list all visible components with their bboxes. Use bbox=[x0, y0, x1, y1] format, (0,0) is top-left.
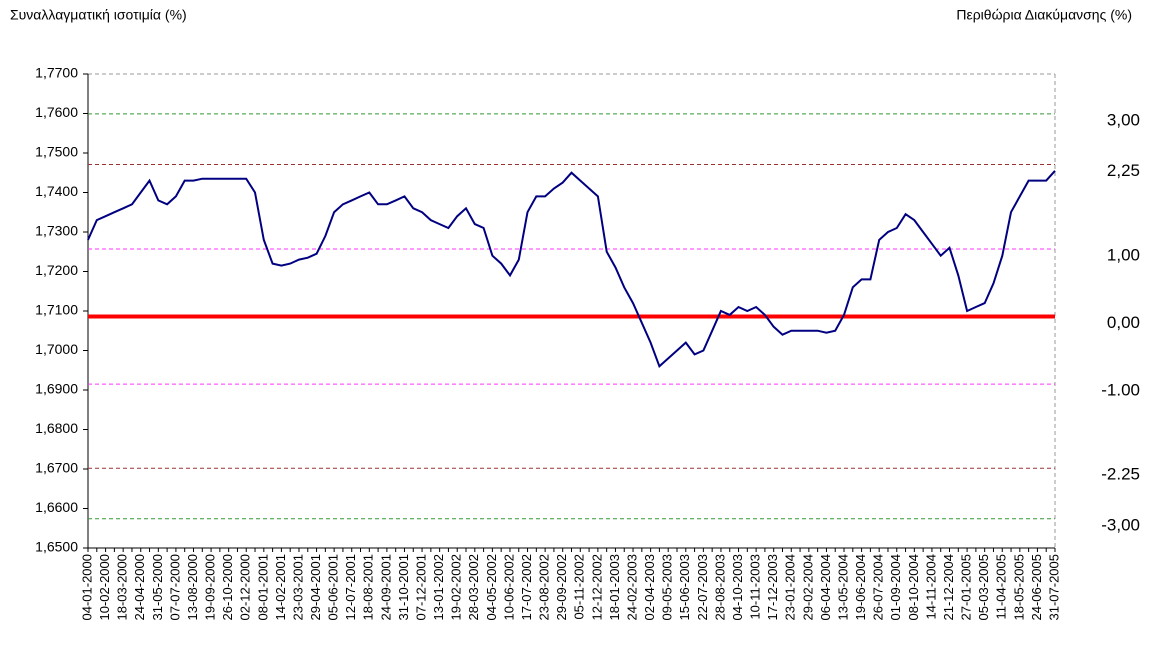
x-tick-label: 24-04-2000 bbox=[132, 554, 147, 621]
reference-label: 2,25 bbox=[1107, 161, 1140, 180]
x-tick-label: 02-12-2000 bbox=[238, 554, 253, 621]
x-tick-label: 05-06-2001 bbox=[326, 554, 341, 621]
y-tick-label: 1,7100 bbox=[35, 302, 78, 318]
x-tick-label: 21-12-2004 bbox=[941, 554, 956, 621]
x-tick-label: 23-08-2002 bbox=[537, 554, 552, 621]
x-tick-label: 04-01-2000 bbox=[79, 554, 94, 621]
y-tick-label: 1,6500 bbox=[35, 539, 78, 555]
x-tick-label: 10-06-2002 bbox=[501, 554, 516, 621]
y-tick-label: 1,7000 bbox=[35, 341, 78, 357]
reference-label: 3,00 bbox=[1107, 110, 1140, 129]
y-tick-label: 1,6700 bbox=[35, 460, 78, 476]
x-tick-label: 24-09-2001 bbox=[378, 554, 393, 621]
x-tick-label: 29-02-2004 bbox=[800, 554, 815, 621]
reference-label: -1.00 bbox=[1101, 381, 1140, 400]
y-tick-label: 1,6800 bbox=[35, 420, 78, 436]
y-axis-title: Συναλλαγματική ισοτιμία (%) bbox=[10, 7, 187, 23]
y-tick-label: 1,7300 bbox=[35, 223, 78, 239]
reference-label: -2.25 bbox=[1101, 465, 1140, 484]
x-tick-label: 27-01-2005 bbox=[959, 554, 974, 621]
y-tick-label: 1,6600 bbox=[35, 499, 78, 515]
x-tick-label: 19-09-2000 bbox=[203, 554, 218, 621]
x-tick-label: 14-02-2001 bbox=[273, 554, 288, 621]
x-tick-label: 01-09-2004 bbox=[888, 554, 903, 621]
x-tick-label: 26-10-2000 bbox=[220, 554, 235, 621]
x-tick-label: 10-11-2003 bbox=[748, 554, 763, 620]
x-tick-label: 31-05-2000 bbox=[150, 554, 165, 621]
x-tick-label: 31-10-2001 bbox=[396, 554, 411, 621]
y-tick-label: 1,7600 bbox=[35, 104, 78, 120]
x-tick-label: 04-05-2002 bbox=[484, 554, 499, 621]
x-tick-label: 23-01-2004 bbox=[783, 554, 798, 621]
x-tick-label: 13-01-2002 bbox=[431, 554, 446, 621]
x-tick-label: 22-07-2003 bbox=[695, 554, 710, 621]
x-tick-label: 18-08-2001 bbox=[361, 554, 376, 621]
x-tick-label: 05-11-2002 bbox=[572, 554, 587, 620]
x-tick-label: 24-02-2003 bbox=[624, 554, 639, 621]
x-tick-label: 18-01-2003 bbox=[607, 554, 622, 621]
x-tick-label: 11-04-2005 bbox=[994, 554, 1009, 620]
x-tick-label: 31-07-2005 bbox=[1046, 554, 1061, 621]
x-tick-label: 13-05-2004 bbox=[835, 554, 850, 621]
rate-line bbox=[87, 170, 1056, 369]
reference-label: -3,00 bbox=[1101, 515, 1140, 534]
x-tick-label: 06-04-2004 bbox=[818, 554, 833, 621]
x-tick-label: 19-06-2004 bbox=[853, 554, 868, 621]
x-tick-label: 18-05-2005 bbox=[1011, 554, 1026, 621]
x-tick-label: 29-09-2002 bbox=[554, 554, 569, 621]
reference-label: 1,00 bbox=[1107, 245, 1140, 264]
x-tick-label: 09-05-2003 bbox=[660, 554, 675, 621]
y-tick-label: 1,6900 bbox=[35, 381, 78, 397]
x-tick-label: 23-03-2001 bbox=[290, 554, 305, 621]
x-tick-label: 08-10-2004 bbox=[906, 554, 921, 621]
x-tick-label: 26-07-2004 bbox=[871, 554, 886, 621]
y2-axis-title: Περιθώρια Διακύμανσης (%) bbox=[956, 7, 1132, 23]
x-tick-label: 19-02-2002 bbox=[449, 554, 464, 621]
x-tick-label: 07-07-2000 bbox=[167, 554, 182, 621]
x-tick-label: 04-10-2003 bbox=[730, 554, 745, 621]
x-tick-label: 18-03-2000 bbox=[115, 554, 130, 621]
x-tick-label: 28-08-2003 bbox=[712, 554, 727, 621]
x-tick-label: 14-11-2004 bbox=[923, 554, 938, 620]
x-tick-label: 08-01-2001 bbox=[255, 554, 270, 621]
x-tick-label: 10-02-2000 bbox=[97, 554, 112, 621]
y-tick-label: 1,7400 bbox=[35, 183, 78, 199]
reference-label: 0,00 bbox=[1107, 313, 1140, 332]
x-tick-label: 15-06-2003 bbox=[677, 554, 692, 621]
x-tick-label: 24-06-2005 bbox=[1029, 554, 1044, 621]
x-tick-label: 17-07-2002 bbox=[519, 554, 534, 621]
y-tick-label: 1,7500 bbox=[35, 144, 78, 160]
x-tick-label: 12-12-2002 bbox=[589, 554, 604, 621]
y-tick-label: 1,7700 bbox=[35, 65, 78, 81]
y-tick-label: 1,7200 bbox=[35, 262, 78, 278]
x-tick-label: 28-03-2002 bbox=[466, 554, 481, 621]
x-tick-label: 29-04-2001 bbox=[308, 554, 323, 621]
x-tick-label: 02-04-2003 bbox=[642, 554, 657, 621]
x-tick-label: 17-12-2003 bbox=[765, 554, 780, 621]
x-tick-label: 13-08-2000 bbox=[185, 554, 200, 621]
x-tick-label: 12-07-2001 bbox=[343, 554, 358, 621]
x-tick-label: 07-12-2001 bbox=[413, 554, 428, 621]
x-tick-label: 05-03-2005 bbox=[976, 554, 991, 621]
